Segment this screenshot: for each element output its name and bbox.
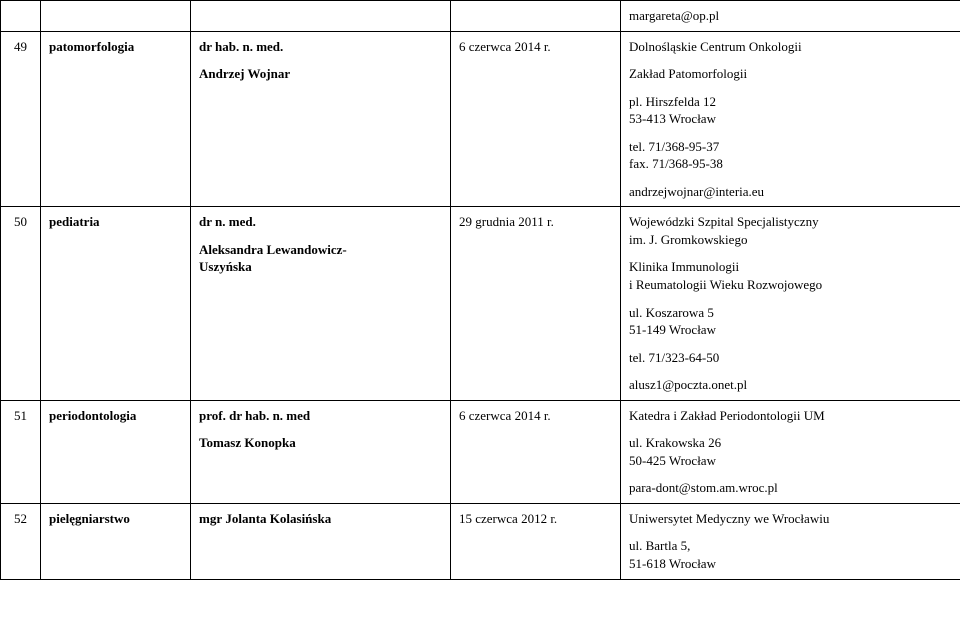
table-row: margareta@op.pl bbox=[1, 1, 960, 32]
address-line: ul. Bartla 5, bbox=[629, 538, 690, 553]
email: margareta@op.pl bbox=[629, 8, 719, 23]
cell-date: 15 czerwca 2012 r. bbox=[451, 503, 621, 579]
address-line: pl. Hirszfelda 12 bbox=[629, 94, 716, 109]
cell-num: 49 bbox=[1, 31, 41, 207]
email: para-dont@stom.am.wroc.pl bbox=[629, 480, 778, 495]
date: 6 czerwca 2014 r. bbox=[459, 39, 551, 54]
date: 29 grudnia 2011 r. bbox=[459, 214, 554, 229]
table-row: 49 patomorfologia dr hab. n. med. Andrze… bbox=[1, 31, 960, 207]
cell-doc: dr n. med. Aleksandra Lewandowicz- Uszyń… bbox=[191, 207, 451, 400]
doctor-name: Uszyńska bbox=[199, 259, 252, 274]
cell-spec: periodontologia bbox=[41, 400, 191, 503]
department: Klinika Immunologii bbox=[629, 259, 739, 274]
cell-doc: mgr Jolanta Kolasińska bbox=[191, 503, 451, 579]
doctor-name: Jolanta Kolasińska bbox=[225, 511, 331, 526]
cell-spec: pediatria bbox=[41, 207, 191, 400]
email: andrzejwojnar@interia.eu bbox=[629, 184, 764, 199]
row-number: 51 bbox=[14, 408, 27, 423]
table-row: 51 periodontologia prof. dr hab. n. med … bbox=[1, 400, 960, 503]
cell-num: 52 bbox=[1, 503, 41, 579]
row-number: 49 bbox=[14, 39, 27, 54]
institution: Dolnośląskie Centrum Onkologii bbox=[629, 39, 802, 54]
date: 6 czerwca 2014 r. bbox=[459, 408, 551, 423]
email: alusz1@poczta.onet.pl bbox=[629, 377, 747, 392]
table-row: 50 pediatria dr n. med. Aleksandra Lewan… bbox=[1, 207, 960, 400]
cell-num: 50 bbox=[1, 207, 41, 400]
doctor-name: Aleksandra Lewandowicz- bbox=[199, 242, 347, 257]
cell-doc: prof. dr hab. n. med Tomasz Konopka bbox=[191, 400, 451, 503]
specialty: patomorfologia bbox=[49, 39, 134, 54]
cell-spec: pielęgniarstwo bbox=[41, 503, 191, 579]
address-line: 51-618 Wrocław bbox=[629, 556, 716, 571]
institution: Uniwersytet Medyczny we Wrocławiu bbox=[629, 511, 829, 526]
cell-num bbox=[1, 1, 41, 32]
cell-doc: dr hab. n. med. Andrzej Wojnar bbox=[191, 31, 451, 207]
cell-doc bbox=[191, 1, 451, 32]
address-line: ul. Krakowska 26 bbox=[629, 435, 721, 450]
telephone: tel. 71/323-64-50 bbox=[629, 350, 719, 365]
doctor-title: prof. dr hab. n. med bbox=[199, 408, 310, 423]
doctor-title: dr n. med. bbox=[199, 214, 256, 229]
doctor-title: mgr bbox=[199, 511, 222, 526]
cell-spec bbox=[41, 1, 191, 32]
doctor-name: Andrzej Wojnar bbox=[199, 66, 290, 81]
cell-spec: patomorfologia bbox=[41, 31, 191, 207]
cell-date: 29 grudnia 2011 r. bbox=[451, 207, 621, 400]
cell-date bbox=[451, 1, 621, 32]
department: i Reumatologii Wieku Rozwojowego bbox=[629, 277, 822, 292]
cell-date: 6 czerwca 2014 r. bbox=[451, 31, 621, 207]
institution: Wojewódzki Szpital Specjalistyczny bbox=[629, 214, 819, 229]
doctor-title: dr hab. n. med. bbox=[199, 39, 283, 54]
address-line: 50-425 Wrocław bbox=[629, 453, 716, 468]
fax: fax. 71/368-95-38 bbox=[629, 156, 723, 171]
row-number: 50 bbox=[14, 214, 27, 229]
address-line: ul. Koszarowa 5 bbox=[629, 305, 714, 320]
institution: Katedra i Zakład Periodontologii UM bbox=[629, 408, 825, 423]
cell-contact: Uniwersytet Medyczny we Wrocławiu ul. Ba… bbox=[621, 503, 960, 579]
telephone: tel. 71/368-95-37 bbox=[629, 139, 719, 154]
cell-num: 51 bbox=[1, 400, 41, 503]
cell-contact: Katedra i Zakład Periodontologii UM ul. … bbox=[621, 400, 960, 503]
specialty: pielęgniarstwo bbox=[49, 511, 130, 526]
institution: im. J. Gromkowskiego bbox=[629, 232, 747, 247]
table-row: 52 pielęgniarstwo mgr Jolanta Kolasińska… bbox=[1, 503, 960, 579]
date: 15 czerwca 2012 r. bbox=[459, 511, 557, 526]
cell-date: 6 czerwca 2014 r. bbox=[451, 400, 621, 503]
department: Zakład Patomorfologii bbox=[629, 66, 747, 81]
spec-table: margareta@op.pl 49 patomorfologia dr hab… bbox=[0, 0, 960, 580]
doctor-name: Tomasz Konopka bbox=[199, 435, 296, 450]
row-number: 52 bbox=[14, 511, 27, 526]
specialty: periodontologia bbox=[49, 408, 136, 423]
cell-contact: Wojewódzki Szpital Specjalistyczny im. J… bbox=[621, 207, 960, 400]
address-line: 53-413 Wrocław bbox=[629, 111, 716, 126]
address-line: 51-149 Wrocław bbox=[629, 322, 716, 337]
cell-contact: margareta@op.pl bbox=[621, 1, 960, 32]
specialty: pediatria bbox=[49, 214, 100, 229]
cell-contact: Dolnośląskie Centrum Onkologii Zakład Pa… bbox=[621, 31, 960, 207]
